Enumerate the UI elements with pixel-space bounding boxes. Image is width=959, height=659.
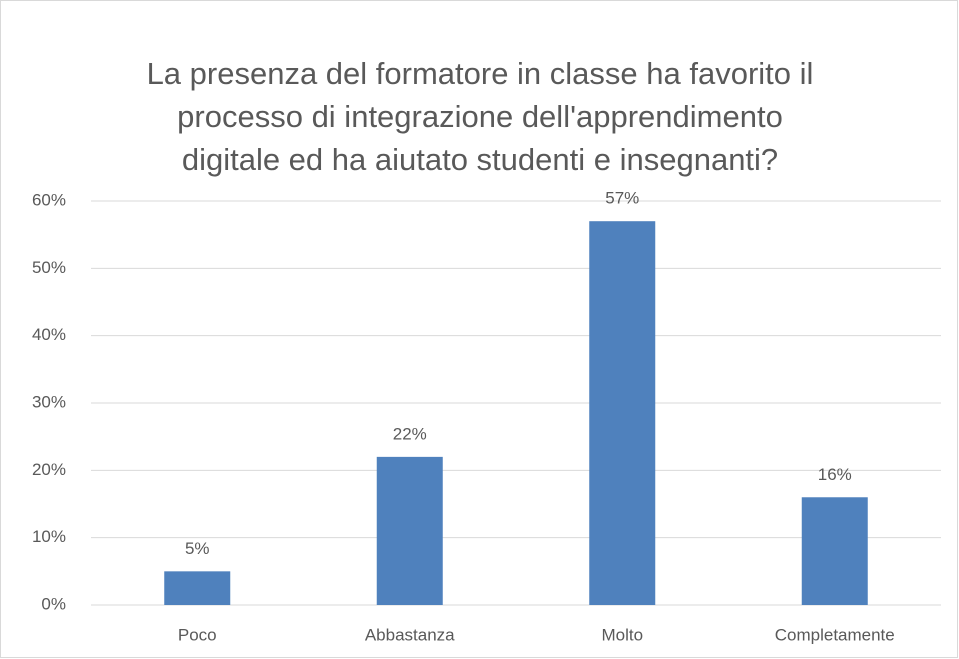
x-tick-label: Poco xyxy=(178,625,217,644)
y-tick-label: 30% xyxy=(32,392,66,411)
y-tick-label: 0% xyxy=(41,594,66,613)
y-tick-label: 60% xyxy=(32,190,66,209)
data-label: 5% xyxy=(185,539,210,558)
y-tick-label: 50% xyxy=(32,258,66,277)
data-label: 16% xyxy=(818,465,852,484)
data-label: 22% xyxy=(393,424,427,443)
bar xyxy=(164,571,231,605)
x-tick-label: Molto xyxy=(601,625,643,644)
y-tick-label: 10% xyxy=(32,527,66,546)
y-tick-label: 40% xyxy=(32,325,66,344)
bar xyxy=(801,497,868,605)
x-tick-label: Abbastanza xyxy=(365,625,455,644)
y-tick-label: 20% xyxy=(32,460,66,479)
chart-title: digitale ed ha aiutato studenti e insegn… xyxy=(182,142,778,177)
chart-title: processo di integrazione dell'apprendime… xyxy=(177,99,783,134)
chart-title: La presenza del formatore in classe ha f… xyxy=(147,56,814,91)
bar xyxy=(589,221,656,605)
x-tick-label: Completamente xyxy=(775,625,895,644)
bar xyxy=(376,456,443,605)
data-label: 57% xyxy=(605,189,639,208)
